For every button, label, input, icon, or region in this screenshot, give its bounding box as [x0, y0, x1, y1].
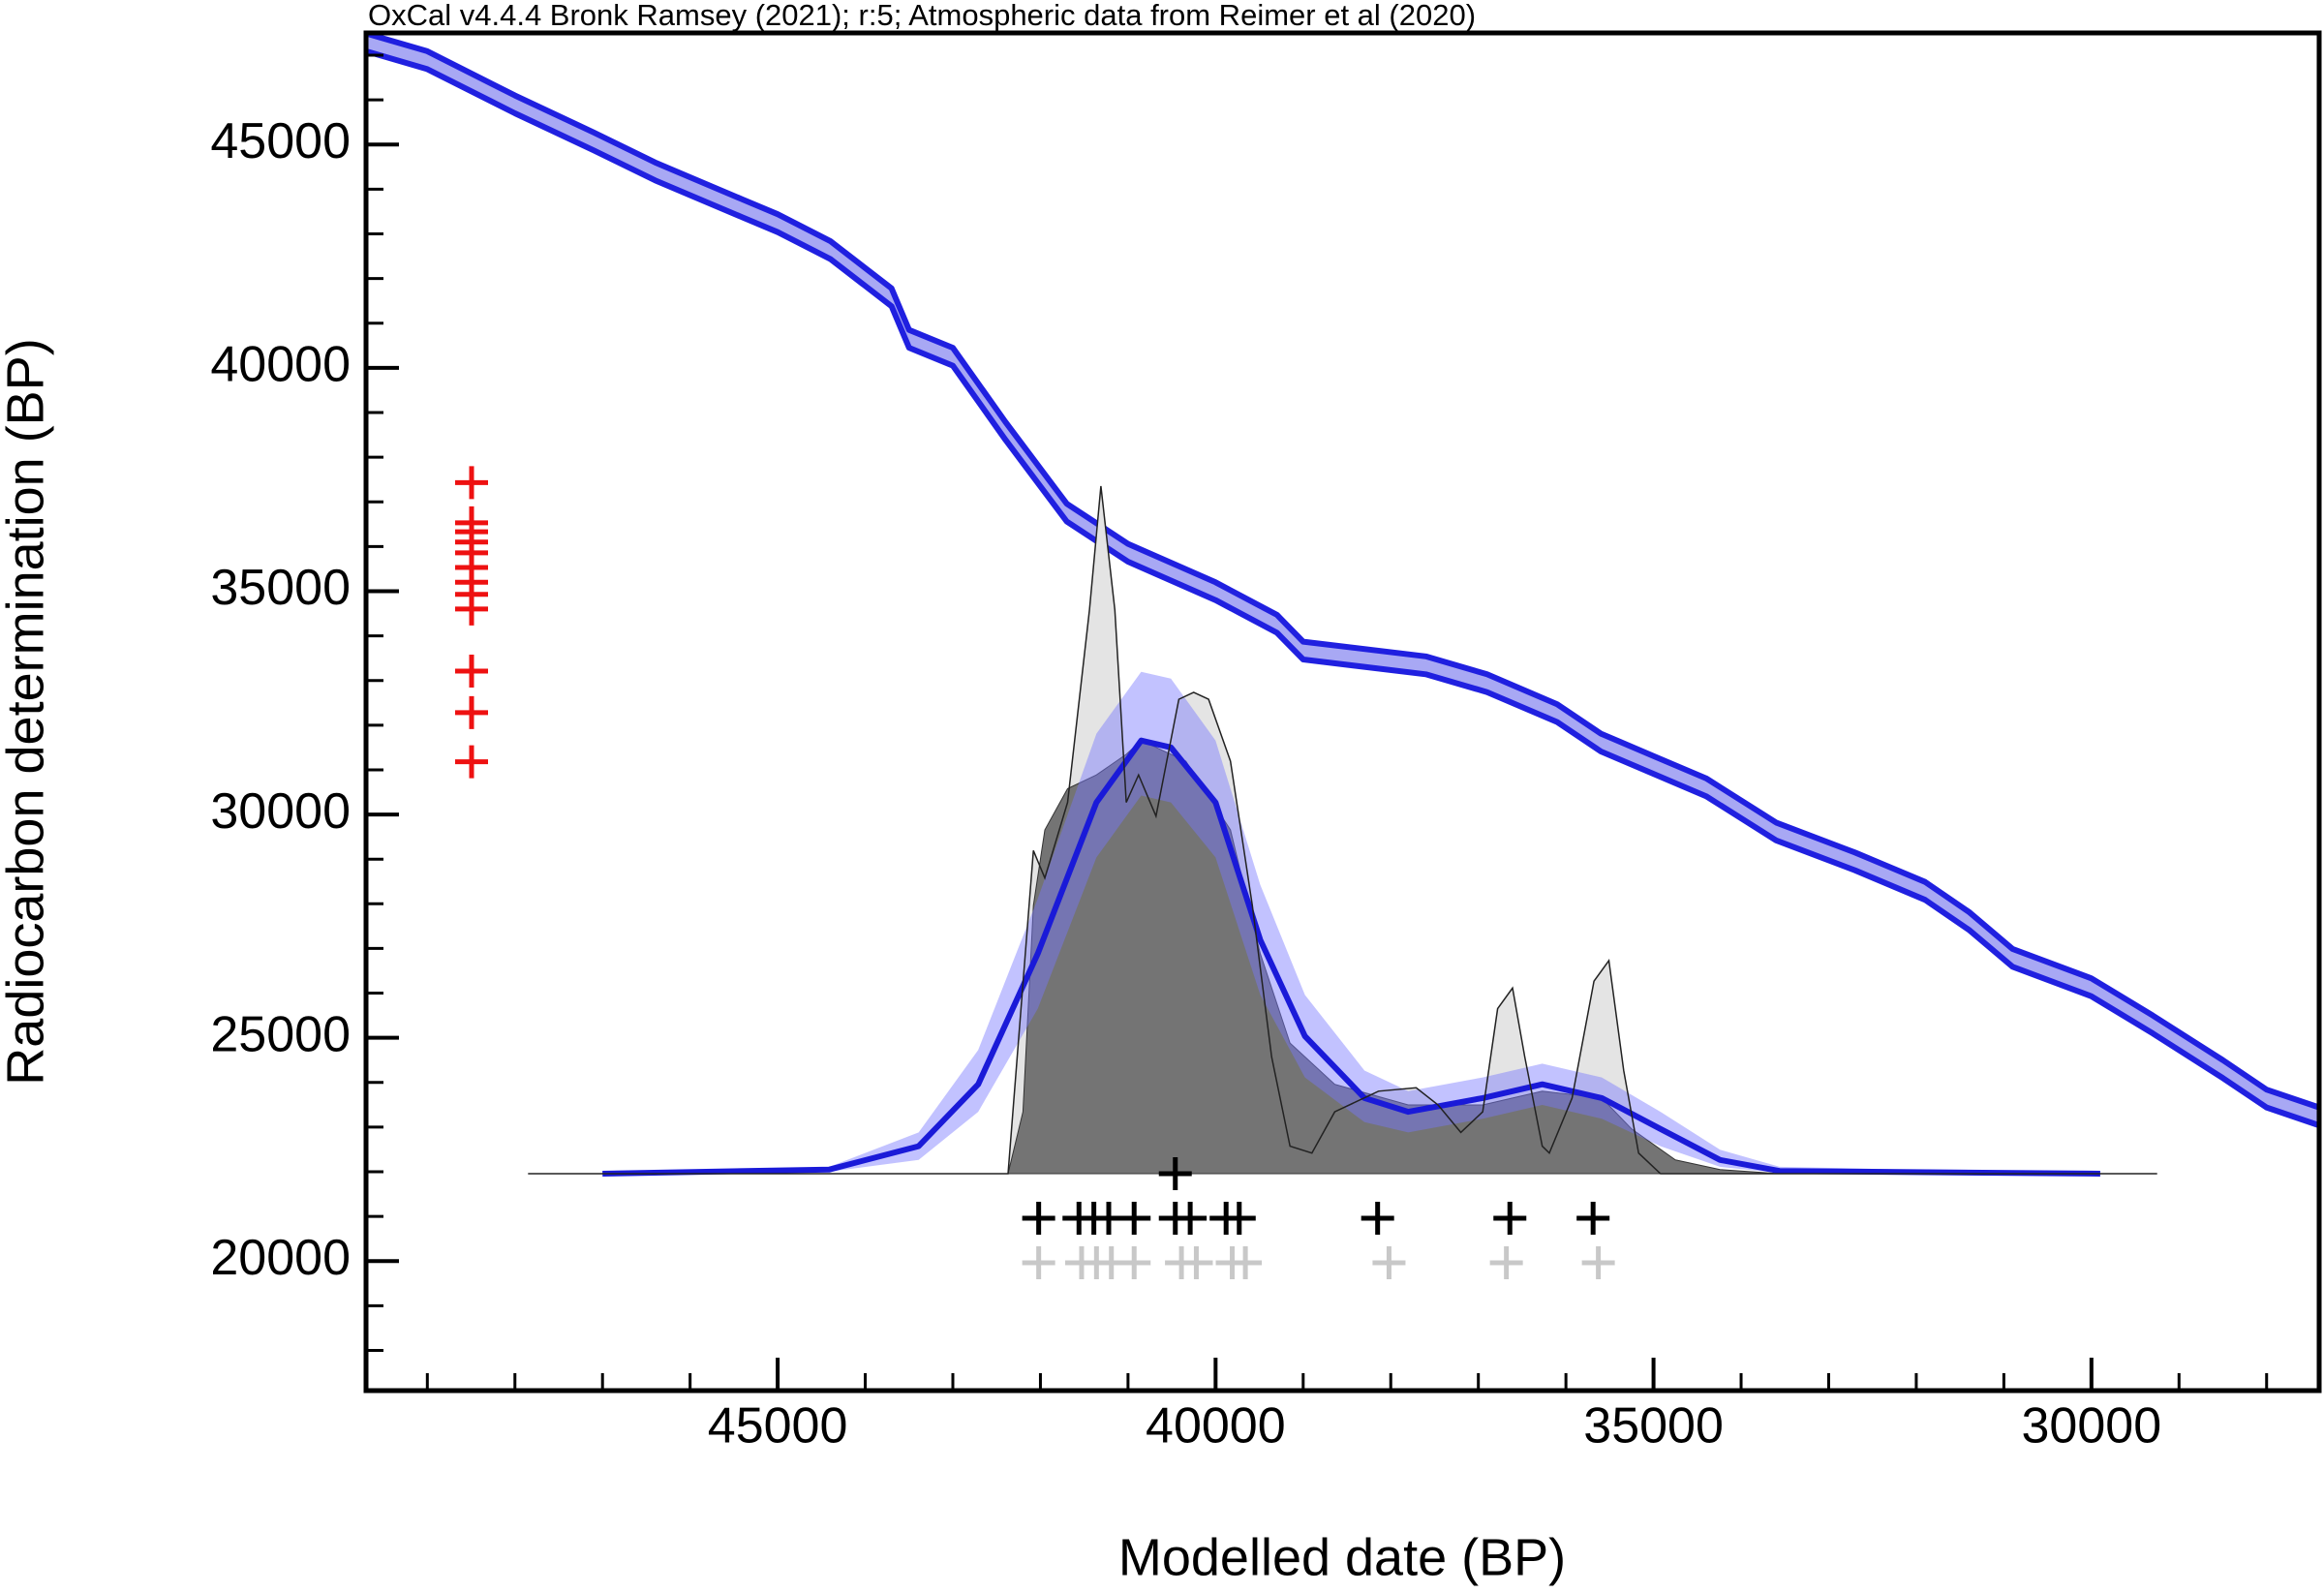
kde-line — [602, 737, 2100, 1177]
y-tick-label: 35000 — [210, 560, 351, 616]
modelled-median — [1174, 1202, 1208, 1235]
modelled-median — [1361, 1202, 1394, 1235]
plot-frame — [363, 30, 2322, 1394]
kde-band — [602, 671, 2100, 1174]
radiocarbon-date — [455, 655, 488, 689]
x-tick-label: 35000 — [1583, 1398, 1724, 1455]
plot-area — [366, 33, 2319, 1279]
modelled-median — [1576, 1202, 1610, 1235]
y-axis-title: Radiocarbon determination (BP) — [0, 338, 54, 1085]
unmodelled-median — [1489, 1246, 1523, 1279]
y-tick-label: 30000 — [210, 783, 351, 840]
y-tick-label: 20000 — [210, 1230, 351, 1286]
calibration-edge — [366, 33, 2319, 1111]
x-axis-title: Modelled date (BP) — [1118, 1528, 1566, 1586]
radiocarbon-date — [455, 745, 488, 779]
unmodelled-median — [1179, 1246, 1213, 1279]
y-tick-label: 45000 — [210, 113, 351, 169]
modelled-median — [1022, 1202, 1055, 1235]
x-tick-label: 30000 — [2022, 1398, 2162, 1455]
modelled-median — [1117, 1202, 1151, 1235]
unmodelled-median — [1581, 1246, 1615, 1279]
calibration-band — [366, 33, 2319, 1126]
modelled-median — [1493, 1202, 1527, 1235]
radiocarbon-date — [455, 695, 488, 729]
summary-median — [1158, 1157, 1192, 1190]
modelled-sum-area — [1007, 740, 1780, 1175]
x-tick-label: 40000 — [1146, 1398, 1286, 1455]
axes: 45000 40000 35000 30000 20000 25000 30000 35000… — [210, 53, 2269, 1455]
radiocarbon-date — [455, 592, 488, 626]
x-tick-label: 45000 — [708, 1398, 848, 1455]
unmodelled-median — [1372, 1246, 1406, 1279]
y-tick-label: 40000 — [210, 337, 351, 393]
radiocarbon-date — [455, 466, 488, 500]
y-tick-label: 25000 — [210, 1006, 351, 1062]
unmodelled-median — [1229, 1246, 1263, 1279]
unmodelled-median — [1022, 1246, 1055, 1279]
unmodelled-median — [1117, 1246, 1151, 1279]
unmodelled-sum-outline — [528, 485, 2157, 1175]
chart-title: OxCal v4.4.4 Bronk Ramsey (2021); r:5; A… — [368, 0, 1476, 32]
calibration-edge — [366, 48, 2319, 1128]
modelled-median — [1222, 1202, 1256, 1235]
